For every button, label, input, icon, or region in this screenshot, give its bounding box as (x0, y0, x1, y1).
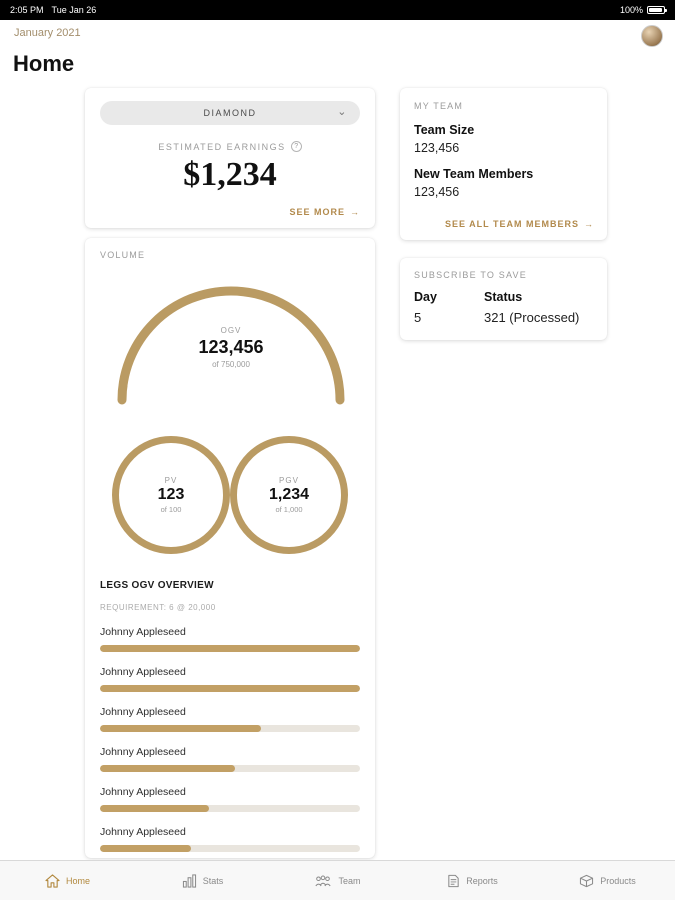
page-title: Home (13, 51, 75, 76)
legs-list: Johnny Appleseed Johnny Appleseed Johnny A… (100, 626, 360, 852)
chevron-down-icon: ⌄ (337, 106, 348, 118)
leg-progress-fill (100, 725, 262, 732)
leg-name: Johnny Appleseed (100, 706, 186, 718)
day-column-header: Day (414, 290, 437, 304)
tab-label: Stats (202, 875, 224, 886)
ogv-value: 123,456 (198, 337, 264, 357)
stats-icon (182, 873, 197, 888)
leg-progress-fill (100, 645, 360, 652)
list-item: Johnny Appleseed (100, 706, 360, 732)
month-label: January 2021 (14, 27, 81, 39)
tab-bar: Home Stats Team Reports Products (0, 860, 675, 900)
subscribe-to-save-card: SUBSCRIBE TO SAVE Day Status 5 321 (Proc… (400, 258, 607, 340)
leg-progress-fill (100, 845, 191, 852)
leg-name: Johnny Appleseed (100, 746, 186, 758)
pv-ring: PV 123 of 100 (112, 436, 230, 554)
battery-icon (647, 6, 667, 14)
list-item: Johnny Appleseed (100, 786, 360, 812)
leg-progress-fill (100, 805, 210, 812)
status-bar: 2:05 PM Tue Jan 26 100% (0, 0, 675, 20)
ogv-label: OGV (220, 326, 242, 335)
info-icon[interactable]: ? (290, 141, 302, 152)
tab-home[interactable]: Home (0, 861, 135, 900)
home-icon (45, 873, 60, 888)
see-more-label: SEE MORE (289, 207, 345, 217)
status-column-header: Status (484, 290, 523, 304)
my-team-title: MY TEAM (414, 101, 464, 111)
my-team-card: MY TEAM Team Size 123,456 New Team Membe… (400, 88, 607, 240)
ogv-gauge: OGV 123,456 of 750,000 (100, 274, 362, 414)
team-size-label: Team Size (414, 123, 475, 137)
leg-progress-track (100, 845, 360, 852)
leg-progress-track (100, 725, 360, 732)
leg-progress-fill (100, 765, 236, 772)
subscribe-title: SUBSCRIBE TO SAVE (414, 270, 527, 280)
day-value: 5 (414, 310, 422, 325)
see-more-link[interactable]: SEE MORE → (289, 207, 360, 217)
arrow-right-icon: → (584, 219, 594, 229)
tab-products[interactable]: Products (540, 861, 675, 900)
pgv-label: PGV (279, 476, 299, 485)
ogv-of: of 750,000 (212, 360, 250, 369)
leg-progress-fill (100, 685, 360, 692)
tab-label: Products (600, 875, 636, 886)
pgv-value: 1,234 (268, 486, 310, 503)
legs-requirement: REQUIREMENT: 6 @ 20,000 (100, 603, 216, 612)
new-members-value: 123,456 (414, 185, 460, 199)
status-date: Tue Jan 26 (51, 5, 97, 15)
tab-reports[interactable]: Reports (405, 861, 540, 900)
status-time: 2:05 PM (10, 5, 44, 15)
new-members-label: New Team Members (414, 167, 534, 181)
list-item: Johnny Appleseed (100, 746, 360, 772)
leg-progress-track (100, 645, 360, 652)
list-item: Johnny Appleseed (100, 626, 360, 652)
list-item: Johnny Appleseed (100, 666, 360, 692)
products-icon (579, 874, 594, 888)
earnings-card: DIAMOND ⌄ ESTIMATED EARNINGS ? $1,234 SE… (85, 88, 375, 228)
list-item: Johnny Appleseed (100, 826, 360, 852)
status-value: 321 (Processed) (484, 310, 580, 325)
leg-progress-track (100, 765, 360, 772)
rank-dropdown-label: DIAMOND (203, 108, 257, 118)
team-size-value: 123,456 (414, 141, 460, 155)
leg-name: Johnny Appleseed (100, 786, 186, 798)
legs-overview-title: LEGS OGV OVERVIEW (100, 580, 214, 591)
tab-label: Home (65, 875, 90, 886)
avatar[interactable] (641, 25, 663, 47)
reports-icon (447, 874, 460, 888)
battery-percent: 100% (619, 5, 643, 15)
leg-progress-track (100, 685, 360, 692)
team-icon (314, 874, 332, 888)
volume-title: VOLUME (100, 250, 146, 260)
see-all-team-members-link[interactable]: SEE ALL TEAM MEMBERS → (445, 219, 594, 229)
tab-label: Reports (466, 875, 498, 886)
pv-of: of 100 (160, 505, 182, 514)
pgv-ring: PGV 1,234 of 1,000 (230, 436, 348, 554)
arrow-right-icon: → (350, 207, 360, 217)
estimated-earnings-label: ESTIMATED EARNINGS (158, 141, 286, 152)
earnings-amount: $1,234 (183, 156, 277, 193)
tab-team[interactable]: Team (270, 861, 405, 900)
leg-name: Johnny Appleseed (100, 666, 186, 678)
see-all-label: SEE ALL TEAM MEMBERS (444, 219, 579, 229)
volume-card: VOLUME OGV 123,456 of 750,000 PV 123 of … (85, 238, 375, 858)
leg-progress-track (100, 805, 360, 812)
tab-stats[interactable]: Stats (135, 861, 270, 900)
pv-label: PV (164, 476, 178, 485)
rank-dropdown[interactable]: DIAMOND ⌄ (100, 101, 360, 125)
leg-name: Johnny Appleseed (100, 626, 186, 638)
tab-label: Team (338, 875, 361, 886)
pgv-of: of 1,000 (275, 505, 303, 514)
pv-value: 123 (157, 486, 185, 503)
leg-name: Johnny Appleseed (100, 826, 186, 838)
gauge-arc (117, 286, 345, 405)
